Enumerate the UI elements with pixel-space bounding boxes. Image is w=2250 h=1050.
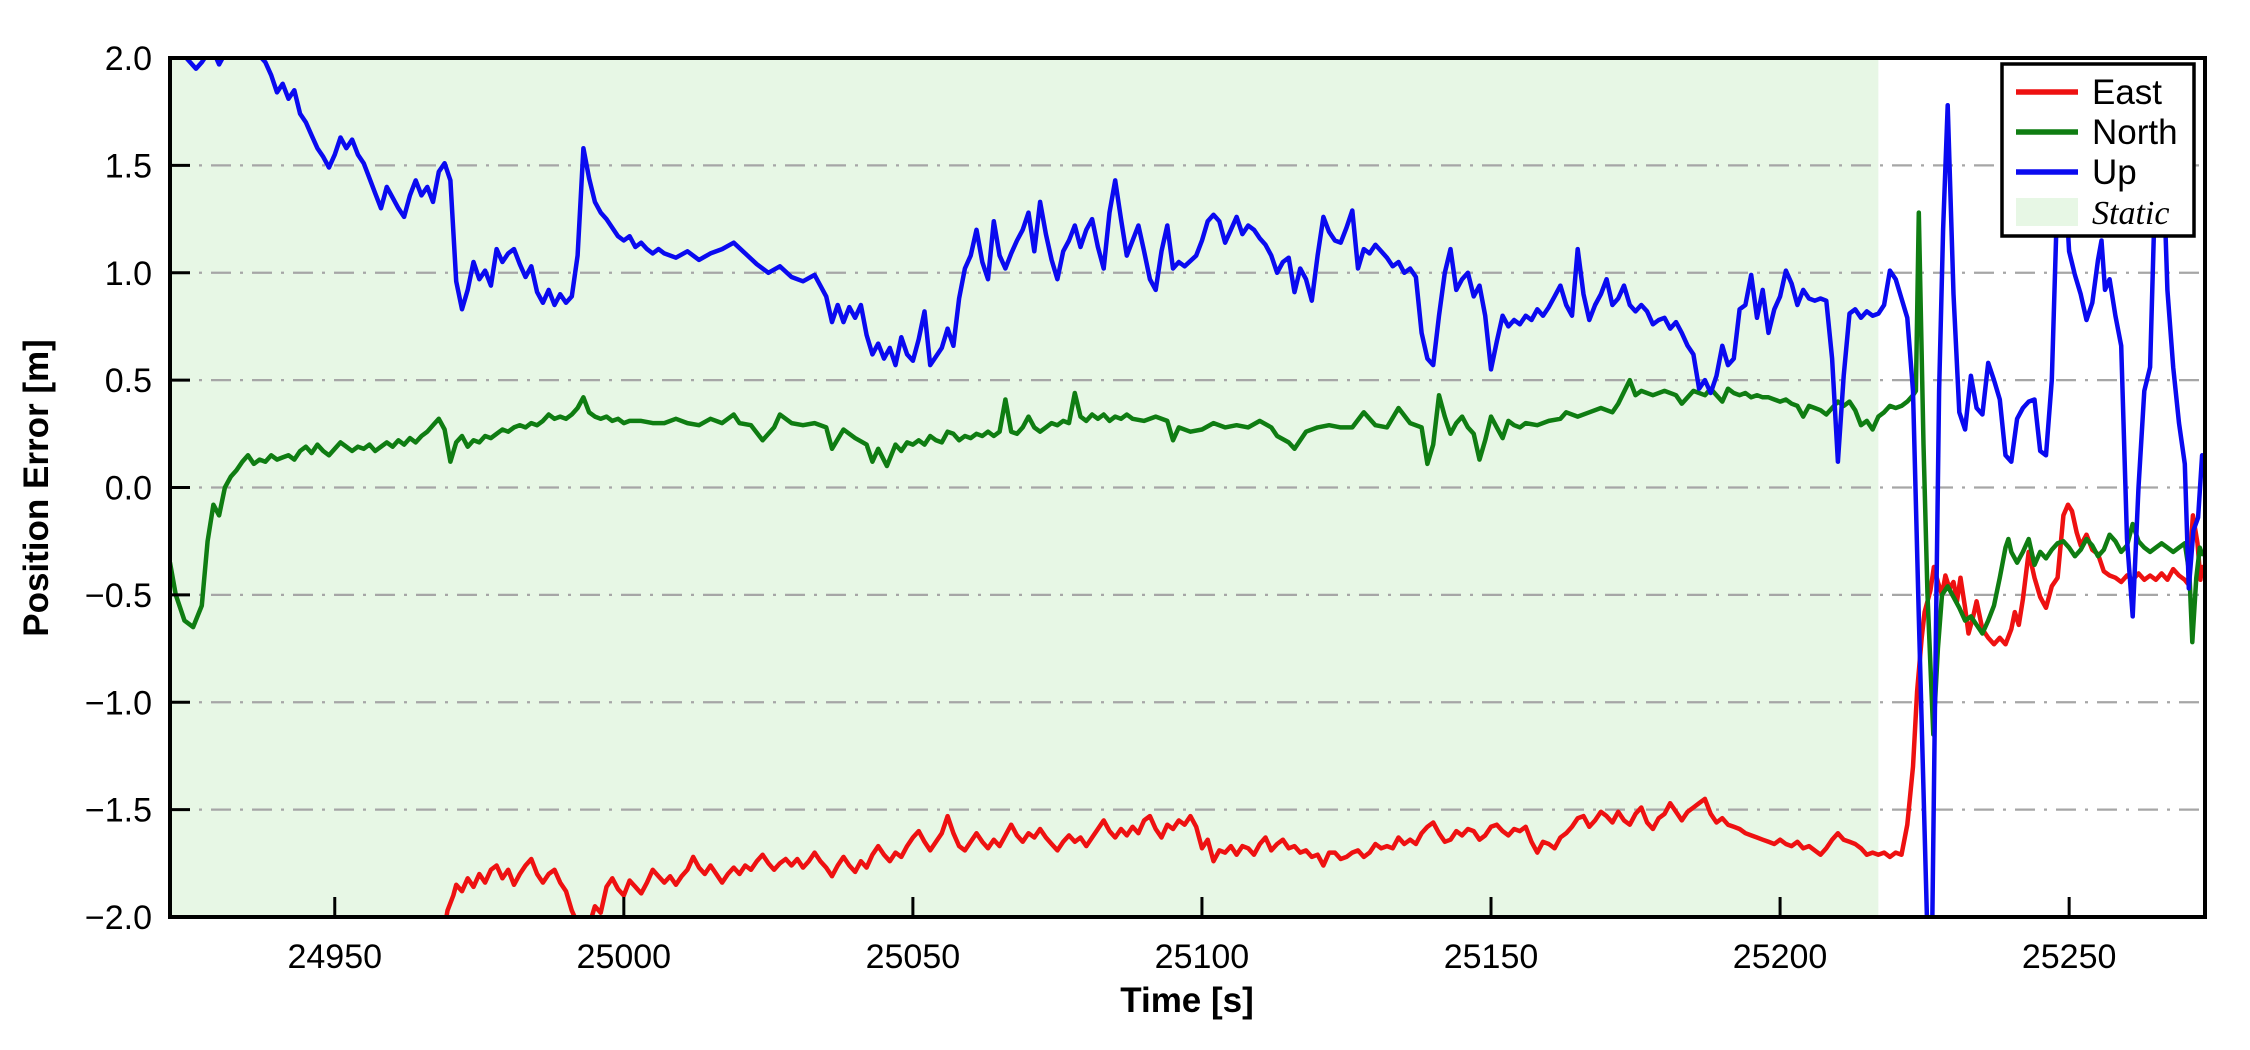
legend-up-label: Up	[2092, 153, 2137, 192]
x-tick-label: 25100	[1155, 938, 1250, 976]
y-tick-label: 0.5	[105, 362, 152, 400]
x-axis-label: Time [s]	[1120, 981, 1254, 1020]
legend-item-static: Static	[2016, 195, 2169, 232]
x-tick-label: 25050	[866, 938, 961, 976]
y-tick-label: 1.0	[105, 255, 152, 293]
y-tick-label: −2.0	[85, 899, 152, 937]
x-tick-label: 25200	[1733, 938, 1828, 976]
plot-background-layer	[170, 58, 2205, 917]
x-tick-label: 25150	[1444, 938, 1539, 976]
legend-item-up: Up	[2016, 153, 2137, 192]
y-tick-label: −1.5	[85, 792, 152, 830]
legend-north-label: North	[2092, 113, 2178, 152]
y-tick-label: 1.5	[105, 147, 152, 185]
x-tick-label: 25000	[577, 938, 672, 976]
legend-static-label: Static	[2092, 195, 2169, 232]
legend-item-north: North	[2016, 113, 2178, 152]
y-tick-label: −0.5	[85, 577, 152, 615]
y-tick-label: 2.0	[105, 40, 152, 78]
legend-east-label: East	[2092, 73, 2162, 112]
plot-axes-layer: 24950 25000 25050 25100 25150 25200 25250 −2.0 −…	[85, 40, 2207, 976]
legend-static-patch-sample	[2016, 198, 2078, 226]
plot-series-layer	[170, 58, 2205, 917]
y-tick-label: −1.0	[85, 684, 152, 722]
legend-item-east: East	[2016, 73, 2162, 112]
x-tick-label: 25250	[2022, 938, 2117, 976]
y-axis-label: Position Error [m]	[17, 339, 56, 637]
y-tick-label: 0.0	[105, 470, 152, 508]
series-up-line	[183, 58, 2205, 917]
x-tick-label: 24950	[287, 938, 382, 976]
